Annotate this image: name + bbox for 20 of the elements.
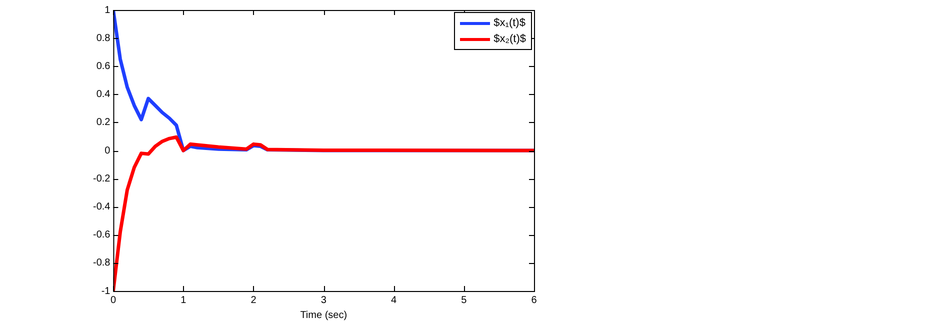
- y-tick-label: 0.8: [96, 32, 111, 44]
- x-tick-label: 3: [320, 294, 327, 306]
- x-tick-label: 5: [461, 294, 468, 306]
- y-tick-label: 0.4: [96, 89, 111, 100]
- y-tick-label: 0.2: [96, 117, 111, 128]
- y-tick-label: 0: [104, 145, 111, 156]
- y-tick-label: -0.4: [92, 201, 111, 212]
- y-tick-label: -1: [101, 286, 111, 297]
- x-axis-title: Time (sec): [300, 310, 348, 321]
- y-tick-label: 0.6: [96, 60, 111, 72]
- y-tick-label: -0.8: [92, 258, 111, 269]
- y-tick-label: 1: [104, 4, 111, 16]
- y-tick-label: -0.2: [92, 173, 111, 184]
- x-tick-label: 2: [250, 294, 257, 306]
- x-tick-label: 4: [390, 294, 397, 306]
- legend-label: $x₂(t)$: [494, 32, 526, 47]
- x-tick-label: 6: [531, 294, 538, 306]
- y-tick-label: -0.6: [92, 230, 111, 241]
- legend-label: $x₁(t)$: [494, 16, 526, 31]
- x-tick-label: 1: [180, 294, 187, 306]
